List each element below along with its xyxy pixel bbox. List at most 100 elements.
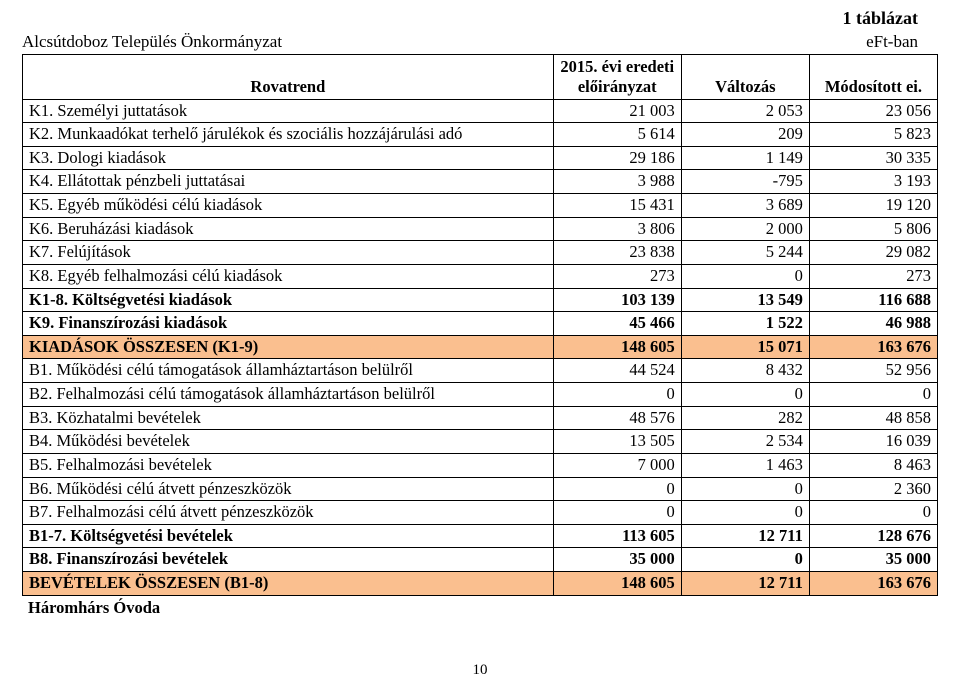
row-value: 103 139 (553, 288, 681, 312)
row-label: B2. Felhalmozási célú támogatások államh… (23, 383, 554, 407)
row-value: 12 711 (681, 572, 809, 596)
row-value: 163 676 (809, 572, 937, 596)
row-value: 12 711 (681, 524, 809, 548)
row-label: B6. Működési célú átvett pénzeszközök (23, 477, 554, 501)
row-value: 209 (681, 123, 809, 147)
row-value: 30 335 (809, 146, 937, 170)
row-label: B1. Működési célú támogatások államházta… (23, 359, 554, 383)
row-value: 15 431 (553, 194, 681, 218)
row-label: K2. Munkaadókat terhelő járulékok és szo… (23, 123, 554, 147)
page-number: 10 (0, 662, 960, 679)
row-value: 35 000 (553, 548, 681, 572)
row-value: 5 614 (553, 123, 681, 147)
table-row: B3. Közhatalmi bevételek48 57628248 858 (23, 406, 938, 430)
row-value: 2 534 (681, 430, 809, 454)
row-label: K6. Beruházási kiadások (23, 217, 554, 241)
row-value: 2 360 (809, 477, 937, 501)
row-value: 3 806 (553, 217, 681, 241)
page: 1 táblázat Alcsútdoboz Település Önkormá… (0, 0, 960, 687)
row-value: 3 689 (681, 194, 809, 218)
col-header-valtozas: Változás (681, 55, 809, 100)
row-value: 3 193 (809, 170, 937, 194)
row-label: B4. Működési bevételek (23, 430, 554, 454)
row-value: 0 (553, 501, 681, 525)
row-value: 148 605 (553, 572, 681, 596)
table-row: BEVÉTELEK ÖSSZESEN (B1-8)148 60512 71116… (23, 572, 938, 596)
table-row: K3. Dologi kiadások29 1861 14930 335 (23, 146, 938, 170)
footer-row: Háromhárs Óvoda (22, 596, 938, 620)
table-row: B2. Felhalmozási célú támogatások államh… (23, 383, 938, 407)
table-row: K8. Egyéb felhalmozási célú kiadások2730… (23, 264, 938, 288)
table-row: B8. Finanszírozási bevételek35 000035 00… (23, 548, 938, 572)
row-value: 163 676 (809, 335, 937, 359)
row-label: K8. Egyéb felhalmozási célú kiadások (23, 264, 554, 288)
table-row: B6. Működési célú átvett pénzeszközök002… (23, 477, 938, 501)
row-value: 0 (681, 501, 809, 525)
row-value: -795 (681, 170, 809, 194)
col-header-eredeti: 2015. évi eredeti előirányzat (553, 55, 681, 100)
row-value: 13 505 (553, 430, 681, 454)
row-value: 5 244 (681, 241, 809, 265)
row-value: 46 988 (809, 312, 937, 336)
row-label: K3. Dologi kiadások (23, 146, 554, 170)
row-label: K4. Ellátottak pénzbeli juttatásai (23, 170, 554, 194)
row-value: 2 000 (681, 217, 809, 241)
budget-table: Rovatrend 2015. évi eredeti előirányzat … (22, 54, 938, 596)
row-label: K9. Finanszírozási kiadások (23, 312, 554, 336)
row-value: 13 549 (681, 288, 809, 312)
row-label: K1-8. Költségvetési kiadások (23, 288, 554, 312)
table-row: B4. Működési bevételek13 5052 53416 039 (23, 430, 938, 454)
row-value: 7 000 (553, 453, 681, 477)
row-value: 15 071 (681, 335, 809, 359)
table-number-label: 1 táblázat (843, 8, 919, 29)
row-value: 48 576 (553, 406, 681, 430)
row-label: BEVÉTELEK ÖSSZESEN (B1-8) (23, 572, 554, 596)
row-label: K7. Felújítások (23, 241, 554, 265)
row-value: 0 (809, 383, 937, 407)
table-row: K2. Munkaadókat terhelő járulékok és szo… (23, 123, 938, 147)
row-label: B1-7. Költségvetési bevételek (23, 524, 554, 548)
footer-label: Háromhárs Óvoda (22, 596, 553, 620)
row-value: 2 053 (681, 99, 809, 123)
footer-line-table: Háromhárs Óvoda (22, 596, 938, 620)
row-value: 8 463 (809, 453, 937, 477)
row-value: 21 003 (553, 99, 681, 123)
row-value: 45 466 (553, 312, 681, 336)
table-row: K1-8. Költségvetési kiadások103 13913 54… (23, 288, 938, 312)
row-value: 16 039 (809, 430, 937, 454)
row-value: 1 463 (681, 453, 809, 477)
row-value: 0 (681, 477, 809, 501)
row-value: 52 956 (809, 359, 937, 383)
row-value: 1 149 (681, 146, 809, 170)
header-row: Alcsútdoboz Település Önkormányzat eFt-b… (22, 32, 938, 52)
row-label: K1. Személyi juttatások (23, 99, 554, 123)
row-value: 3 988 (553, 170, 681, 194)
table-row: K7. Felújítások23 8385 24429 082 (23, 241, 938, 265)
row-value: 44 524 (553, 359, 681, 383)
row-label: K5. Egyéb működési célú kiadások (23, 194, 554, 218)
table-row: B1. Működési célú támogatások államházta… (23, 359, 938, 383)
row-value: 148 605 (553, 335, 681, 359)
table-row: B1-7. Költségvetési bevételek113 60512 7… (23, 524, 938, 548)
row-value: 0 (553, 477, 681, 501)
row-label: B5. Felhalmozási bevételek (23, 453, 554, 477)
table-header-row: Rovatrend 2015. évi eredeti előirányzat … (23, 55, 938, 100)
row-value: 0 (681, 264, 809, 288)
row-value: 0 (681, 383, 809, 407)
row-value: 48 858 (809, 406, 937, 430)
row-value: 128 676 (809, 524, 937, 548)
row-label: B7. Felhalmozási célú átvett pénzeszközö… (23, 501, 554, 525)
row-value: 113 605 (553, 524, 681, 548)
row-value: 29 082 (809, 241, 937, 265)
table-row: K5. Egyéb működési célú kiadások15 4313 … (23, 194, 938, 218)
unit-label: eFt-ban (866, 32, 918, 52)
table-row: K6. Beruházási kiadások3 8062 0005 806 (23, 217, 938, 241)
col-header-modositott: Módosított ei. (809, 55, 937, 100)
row-value: 5 823 (809, 123, 937, 147)
row-value: 0 (809, 501, 937, 525)
row-value: 282 (681, 406, 809, 430)
col-header-rovatrend: Rovatrend (23, 55, 554, 100)
row-value: 5 806 (809, 217, 937, 241)
row-value: 19 120 (809, 194, 937, 218)
row-value: 23 838 (553, 241, 681, 265)
